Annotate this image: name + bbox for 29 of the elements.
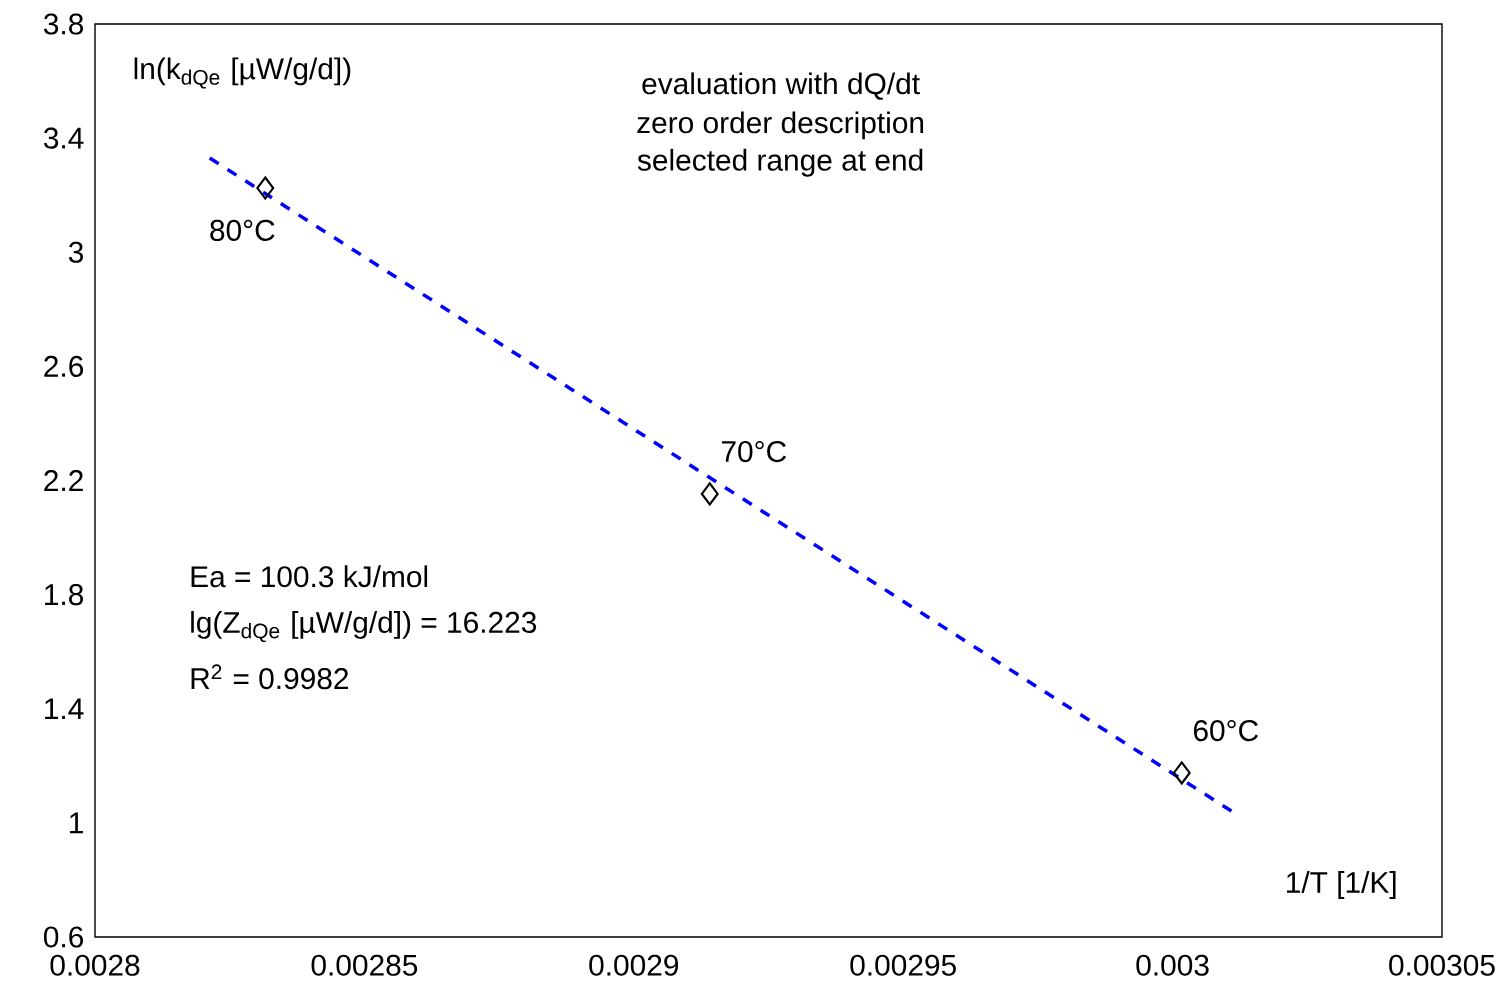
x-tick-label: 0.003 — [1136, 954, 1209, 976]
annotation: lg(Z$_{dQe}$ [µW/g/d]) = 16.223 — [191, 611, 537, 643]
x-tick-label: 0.00305 — [1389, 954, 1495, 976]
annotation: 60°C — [1193, 720, 1259, 742]
annotation: evaluation with dQ/dt — [642, 72, 920, 100]
annotation: selected range at end — [637, 148, 923, 177]
x-tick-label: 0.00285 — [311, 954, 418, 976]
point — [700, 482, 719, 506]
y-tick-label: 1 — [69, 812, 83, 834]
annotation: R$^{2}$ = 0.9982 — [191, 664, 348, 690]
y-tick-label: 3 — [68, 241, 84, 263]
y-tick-label: 0.6 — [43, 926, 84, 948]
x-tick-label: 0.0029 — [589, 954, 679, 976]
x-axis-title: 1/T [1/K] — [1287, 871, 1396, 899]
annotation: Ea = 100.3 kJ/mol — [191, 565, 428, 588]
y-tick-label: 2.6 — [44, 355, 84, 377]
point — [1172, 761, 1191, 785]
y-axis-title: ln(k$_{dQe}$ [µW/g/d]) — [134, 57, 351, 89]
y-tick-label: 1.4 — [45, 698, 84, 720]
annotation: 80°C — [210, 219, 275, 241]
x-tick-label: 0.00295 — [850, 954, 956, 976]
annotation: 70°C — [721, 441, 787, 463]
y-tick-label: 2.2 — [44, 470, 83, 491]
y-tick-label: 3.4 — [43, 127, 84, 149]
y-tick-label: 1.8 — [45, 584, 84, 606]
y-tick-label: 3.8 — [43, 13, 84, 35]
annotation: zero order description — [637, 111, 924, 140]
point — [256, 176, 275, 200]
x-tick-label: 0.0028 — [50, 954, 140, 976]
